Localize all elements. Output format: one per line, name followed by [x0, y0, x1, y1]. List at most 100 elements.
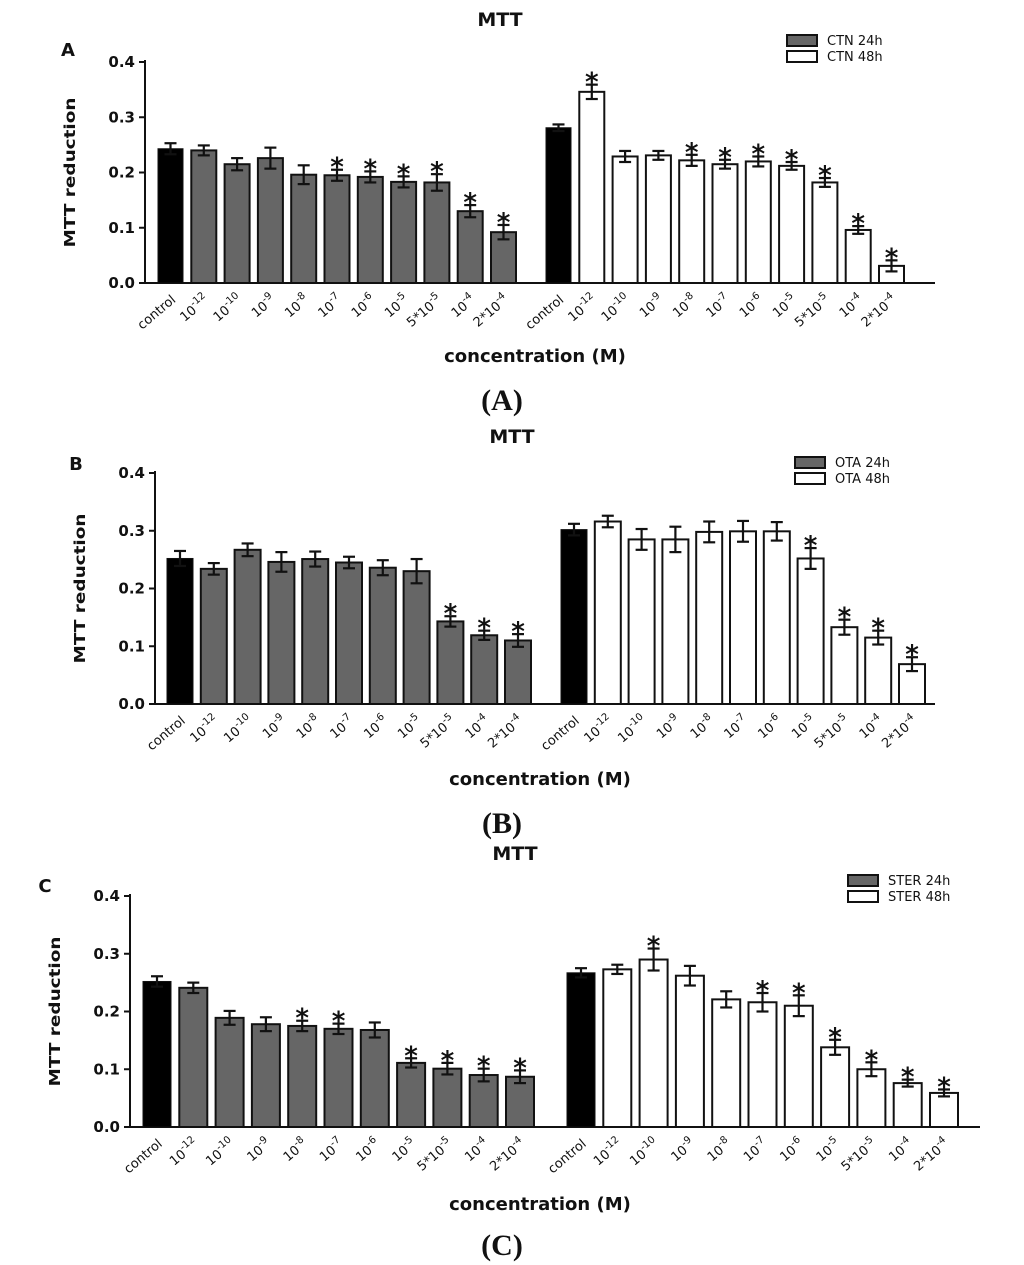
bar — [190, 149, 218, 284]
significance-star: * — [444, 599, 458, 629]
x-tick-label: 10-4 — [884, 1134, 916, 1165]
x-tick-label: 5*10-5 — [413, 1134, 456, 1174]
x-tick-label: 10-9 — [258, 711, 290, 742]
x-tick-label: 10-8 — [280, 290, 312, 321]
bar — [892, 1082, 923, 1128]
x-tick-label: 5*10-5 — [402, 290, 445, 330]
x-tick-label: 10-7 — [326, 711, 358, 742]
significance-star: * — [751, 139, 765, 169]
bar — [290, 173, 318, 285]
bar — [545, 127, 572, 284]
x-tick-label: control — [144, 714, 188, 754]
chart-panel-c: MTT C 0.0 0.1 0.2 0.3 0.4 MTT reduction concentr… — [38, 843, 980, 1262]
chart-title: MTT — [477, 9, 522, 31]
x-tick-label: control — [545, 1137, 589, 1177]
legend-swatch — [786, 50, 818, 63]
x-tick-label: 10-9 — [247, 290, 279, 321]
significance-star: * — [838, 603, 852, 633]
x-tick-label: 10-5 — [388, 1134, 420, 1165]
bar — [267, 560, 296, 705]
significance-star: * — [818, 161, 832, 191]
significance-star: * — [718, 143, 732, 173]
y-tick-label: 0.0 — [93, 1118, 120, 1136]
x-tick-label: 10-9 — [652, 711, 684, 742]
x-tick-label: 10-9 — [243, 1134, 275, 1165]
bar — [396, 1061, 427, 1128]
x-tick-label: 10-7 — [314, 290, 346, 321]
y-tick-label: 0.1 — [93, 1060, 120, 1078]
x-tick-label: 10-6 — [359, 711, 391, 742]
x-tick-label: control — [523, 293, 567, 333]
bar — [166, 557, 194, 705]
x-tick-label: 5*10-5 — [790, 290, 833, 330]
bar — [811, 181, 839, 285]
bar — [638, 958, 669, 1129]
x-tick-label: 10-9 — [667, 1134, 699, 1165]
x-tick-label: 10-9 — [635, 290, 667, 321]
x-tick-label: 10-7 — [720, 711, 752, 742]
x-tick-label: 10-12 — [589, 1134, 626, 1169]
x-tick-label: 10-8 — [292, 711, 324, 742]
bar — [711, 163, 739, 284]
bar — [560, 529, 588, 705]
legend-swatch — [786, 34, 818, 47]
x-tick-label: 5*10-5 — [416, 711, 459, 751]
x-tick-label: 5*10-5 — [837, 1134, 880, 1174]
bar — [504, 639, 532, 705]
x-tick-label: 2*10-4 — [483, 711, 526, 751]
bar — [783, 1004, 814, 1128]
significance-star: * — [585, 68, 599, 98]
bar — [864, 636, 893, 706]
bar — [674, 974, 705, 1128]
significance-star: * — [477, 1052, 491, 1082]
bar — [214, 1016, 245, 1128]
x-tick-label: 10-4 — [460, 1134, 492, 1165]
y-tick-label: 0.1 — [108, 219, 135, 237]
panel-caption: (C) — [481, 1229, 523, 1262]
significance-star: * — [441, 1046, 455, 1076]
x-tick-label: 10-10 — [613, 711, 650, 746]
bar — [323, 1027, 354, 1128]
x-tick-label: 10-10 — [209, 290, 246, 325]
significance-star: * — [828, 1023, 842, 1053]
x-tick-label: 10-12 — [564, 290, 601, 325]
bar — [929, 1091, 959, 1128]
chart-title: MTT — [492, 843, 537, 865]
x-tick-label: 2*10-4 — [909, 1134, 952, 1174]
x-tick-label: 10-10 — [597, 290, 634, 325]
bar — [593, 520, 622, 706]
bar — [578, 90, 606, 284]
y-tick-label: 0.3 — [108, 108, 135, 126]
panel-letter: C — [38, 876, 51, 897]
x-tick-label: 10-12 — [165, 1134, 202, 1169]
legend-swatch — [794, 472, 826, 485]
x-tick-label: 10-12 — [176, 290, 213, 325]
x-tick-label: 10-6 — [775, 1134, 807, 1165]
y-tick-label: 0.2 — [118, 580, 145, 598]
chart-title: MTT — [489, 426, 534, 448]
legend-swatch — [847, 890, 879, 903]
bar — [436, 620, 465, 705]
x-tick-label: 10-10 — [201, 1134, 238, 1169]
x-tick-label: 2*10-4 — [877, 711, 920, 751]
panel-caption: (B) — [482, 807, 522, 840]
y-tick-label: 0.0 — [118, 695, 145, 713]
legend-label: STER 24h — [888, 874, 950, 889]
y-tick-label: 0.4 — [118, 464, 145, 482]
bar — [711, 998, 742, 1128]
y-axis-label: MTT reduction — [46, 937, 64, 1087]
bar — [142, 980, 172, 1128]
x-axis-label: concentration (M) — [449, 769, 631, 790]
bar — [390, 180, 418, 284]
x-tick-label: 10-12 — [186, 711, 223, 746]
x-tick-label: 10-12 — [580, 711, 617, 746]
legend-label: CTN 24h — [827, 34, 883, 49]
y-tick-label: 0.4 — [108, 53, 135, 71]
x-tick-label: 2*10-4 — [857, 290, 900, 330]
bar — [729, 530, 757, 706]
x-tick-label: control — [135, 293, 179, 333]
significance-star: * — [937, 1072, 951, 1102]
legend-label: CTN 48h — [827, 50, 883, 65]
